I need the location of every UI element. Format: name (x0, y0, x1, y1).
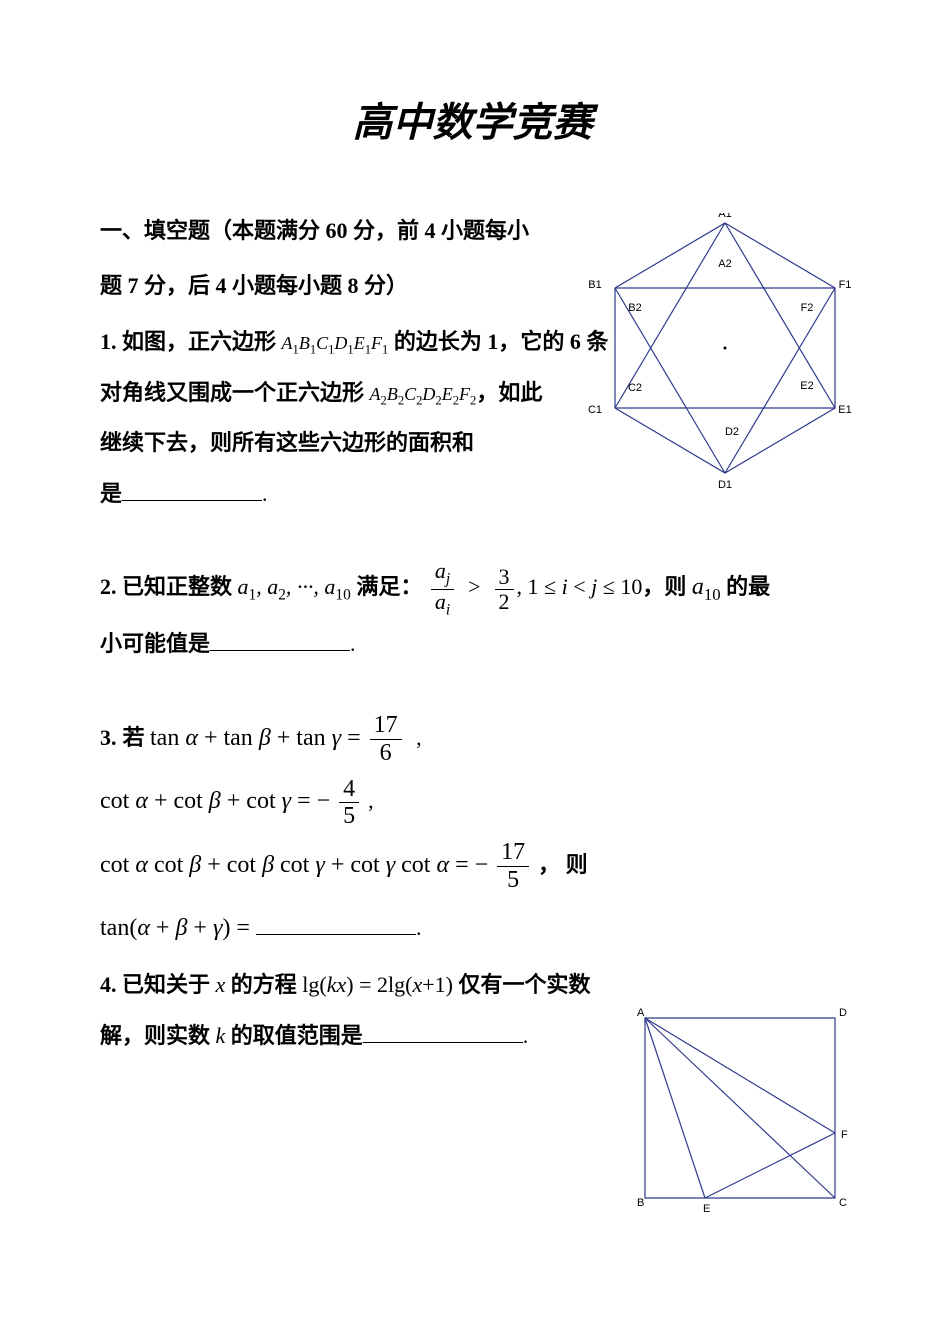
svg-text:C2: C2 (628, 382, 642, 394)
q3-comma1: , (411, 725, 422, 750)
svg-text:D2: D2 (725, 426, 739, 438)
square-figure: A D C B E F (625, 1008, 855, 1218)
q2-frac-3-2: 3 2 (495, 565, 514, 614)
q3-eq2-lhs: cot α + cot β + cot γ = − (100, 788, 330, 814)
q1-text-c: 对角线又围成一个正六边形 (100, 380, 370, 405)
q3-period: . (416, 915, 422, 940)
svg-text:B: B (637, 1197, 644, 1209)
q1-hex2: A2B2C2D2E2F2 (370, 384, 477, 404)
q4-eq: lg(kx) = 2lg(x+1) (302, 972, 453, 997)
svg-text:E: E (703, 1203, 710, 1215)
q4-text-c: 仅有一个实数 (453, 972, 591, 997)
question-4: 4. 已知关于 x 的方程 lg(kx) = 2lg(x+1) 仅有一个实数 解… (100, 960, 640, 1061)
q1-blank (122, 477, 262, 501)
svg-text:F: F (841, 1129, 848, 1141)
svg-text:A2: A2 (718, 258, 731, 270)
q3-eq1-num: 17 (370, 712, 402, 739)
hexagon-figure: A1 F1 E1 D1 C1 B1 A2 F2 E2 D2 C2 B2 (575, 213, 875, 493)
svg-text:A: A (637, 1008, 645, 1019)
content-area: A1F1E1D1C1B1A2F2E2D2C2B2 ADCBEF 一、填空题（本题… (100, 203, 845, 1061)
section-1-header-line2: 题 7 分，后 4 小题每小题 8 分） (100, 273, 408, 298)
question-1: 1. 如图，正六边形 A1B1C1D1E1F1 的边长为 1，它的 6 条 对角… (100, 317, 620, 519)
q3-eq3-lhs: cot α cot β + cot β cot γ + cot γ cot α … (100, 852, 488, 878)
q3-blank (256, 909, 416, 935)
question-2: 2. 已知正整数 a1, a2, ···, a10 满足： aj ai > 3 … (100, 559, 845, 669)
q2-den-2: 2 (495, 590, 514, 614)
q3-eq1-den: 6 (370, 740, 402, 766)
svg-text:F2: F2 (801, 302, 814, 314)
q3-eq1-lhs: tan α + tan β + tan γ = (150, 725, 367, 751)
q4-text-a: 已知关于 (122, 972, 216, 997)
q3-text-a: 若 (123, 725, 151, 750)
q4-text-e: 的取值范围是 (225, 1023, 363, 1048)
q1-period: . (262, 481, 268, 506)
svg-text:C1: C1 (588, 404, 602, 416)
q4-blank (363, 1018, 523, 1042)
q1-text-f: 是 (100, 481, 122, 506)
q2-cond: , 1 ≤ i < j ≤ 10 (517, 574, 643, 599)
q3-eq2: cot α + cot β + cot γ = − 4 5 , (100, 773, 845, 831)
q1-text-e: 继续下去，则所有这些六边形的面积和 (100, 430, 474, 455)
q2-a10: a10 (692, 574, 721, 600)
q4-k: k (216, 1023, 226, 1048)
q1-text-d: ，如此 (476, 380, 542, 405)
section-1-header: 一、填空题（本题满分 60 分，前 4 小题每小 题 7 分，后 4 小题每小题… (100, 203, 620, 313)
q3-eq2-num: 4 (339, 776, 359, 803)
q3-comma2: , (368, 788, 374, 813)
q3-eq1: 3. 若 tan α + tan β + tan γ = 17 6 , (100, 710, 845, 768)
q4-text-b: 的方程 (225, 972, 302, 997)
q3-eq4-lhs: tan(α + β + γ) = (100, 915, 256, 941)
q2-period: . (350, 631, 356, 656)
q3-frac-17-6: 17 6 (370, 712, 402, 766)
q2-gt: > (463, 574, 486, 599)
q4-text-d: 解，则实数 (100, 1023, 216, 1048)
q3-then: ， 则 (538, 852, 588, 877)
svg-text:E2: E2 (800, 380, 813, 392)
q2-text-d: 的最 (721, 574, 771, 599)
q3-eq3-den: 5 (497, 867, 529, 893)
q2-frac-aj-ai: aj ai (431, 559, 454, 619)
q3-eq3-num: 17 (497, 839, 529, 866)
q2-text-b: 满足： (351, 574, 423, 599)
q2-text-c: ，则 (642, 574, 692, 599)
q4-label: 4. (100, 972, 117, 997)
q2-num-3: 3 (495, 565, 514, 590)
q3-label: 3. (100, 725, 117, 750)
page-title: 高中数学竞赛 (100, 90, 845, 148)
svg-text:A1: A1 (718, 213, 731, 220)
q1-hex1: A1B1C1D1E1F1 (282, 333, 389, 353)
svg-text:E1: E1 (838, 404, 851, 416)
question-3: 3. 若 tan α + tan β + tan γ = 17 6 , cot … (100, 710, 845, 958)
q3-eq2-den: 5 (339, 803, 359, 829)
q3-eq3: cot α cot β + cot β cot γ + cot γ cot α … (100, 837, 720, 895)
svg-text:D: D (839, 1008, 847, 1019)
q2-label: 2. (100, 574, 117, 599)
q1-text-a: 如图，正六边形 (122, 329, 282, 354)
q4-x: x (216, 972, 226, 997)
q3-frac-4-5: 4 5 (339, 776, 359, 830)
q1-label: 1. (100, 329, 117, 354)
q3-frac-17-5: 17 5 (497, 839, 529, 893)
svg-text:F1: F1 (839, 279, 852, 291)
q2-text-e: 小可能值是 (100, 631, 210, 656)
q3-eq4: tan(α + β + γ) = . (100, 900, 845, 958)
q2-seq: a1, a2, ···, a10 (238, 574, 351, 599)
q4-period: . (523, 1023, 529, 1048)
svg-text:B1: B1 (588, 279, 601, 291)
svg-text:D1: D1 (718, 479, 732, 491)
q2-blank (210, 627, 350, 651)
svg-text:C: C (839, 1197, 847, 1209)
section-1-header-line1: 一、填空题（本题满分 60 分，前 4 小题每小 (100, 218, 529, 243)
q2-text-a: 已知正整数 (122, 574, 238, 599)
svg-text:B2: B2 (628, 302, 641, 314)
